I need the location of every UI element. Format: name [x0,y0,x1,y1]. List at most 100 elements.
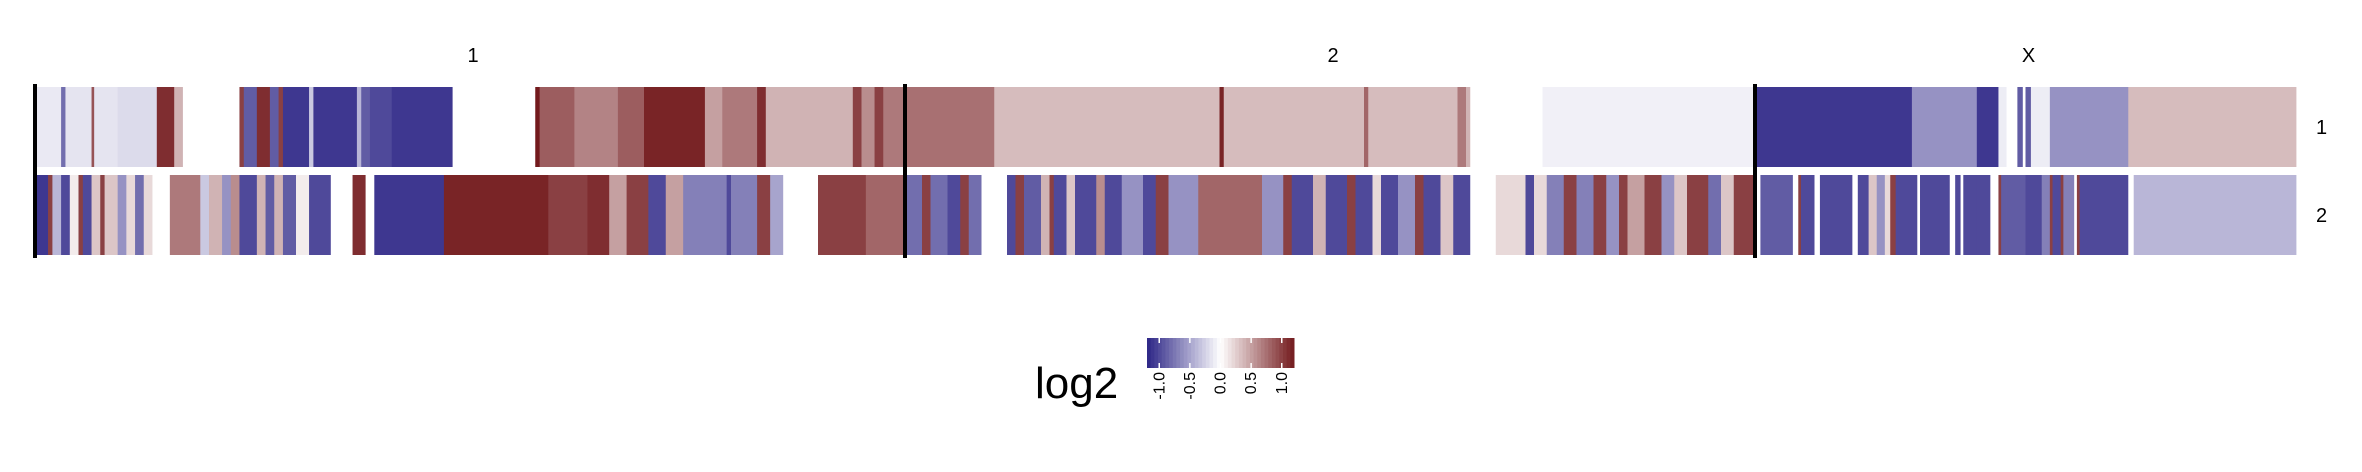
legend-swatch-22 [1227,338,1233,368]
segment-s2-chr2-10 [1041,175,1050,255]
legend-swatch-20 [1220,338,1225,368]
legend-title: log2 [1035,359,1118,408]
legend-swatch-0 [1147,338,1152,368]
segment-s2-chrX-6 [1819,175,1853,255]
legend-swatch-11 [1187,338,1192,368]
segment-s1-chr1-23 [539,87,575,167]
legend-swatch-31 [1260,338,1266,368]
segment-s2-chr2-23 [1283,175,1293,255]
segment-s2-chr1-26 [309,175,332,255]
segment-s2-chr2-32 [1415,175,1424,255]
legend-swatch-13 [1194,338,1199,368]
segment-s2-chrX-11 [1884,175,1891,255]
segment-s2-chr2-50 [1687,175,1709,255]
segment-s2-chr2-3 [947,175,961,255]
segment-s2-chr1-5 [78,175,84,255]
segment-s1-chr1-5 [117,87,158,167]
segment-s2-chrX-26 [2041,175,2051,255]
segment-s2-chr2-38 [1525,175,1535,255]
chromosome-dividers [33,84,1757,258]
segment-s2-chr2-6 [981,175,1008,255]
segment-s2-chr1-4 [69,175,79,255]
segment-s2-chr2-22 [1262,175,1284,255]
segment-s1-chrX-9 [2030,87,2035,167]
segment-s2-chr2-45 [1619,175,1628,255]
legend-swatch-6 [1169,338,1174,368]
legend-swatch-24 [1235,338,1240,368]
segment-s2-chr1-0 [35,175,49,255]
segment-s2-chr2-46 [1627,175,1645,255]
segment-s2-chr1-20 [239,175,258,255]
segment-s1-chr1-20 [391,87,453,167]
segment-s2-chrX-22 [1998,175,2002,255]
segment-s2-chr2-51 [1708,175,1722,255]
segment-s2-chr2-44 [1606,175,1620,255]
segment-s1-chr1-8 [182,87,240,167]
segment-s1-chr2-3 [1223,87,1365,167]
legend-swatch-33 [1268,338,1273,368]
segment-s1-chr1-19 [369,87,393,167]
segment-s2-chr1-7 [91,175,101,255]
segment-s1-chr1-28 [722,87,758,167]
segment-s1-chrX-11 [2049,87,2086,167]
segment-s2-chr2-47 [1644,175,1662,255]
chromosome-labels: 1 2 X [467,45,2035,67]
segment-s1-chr1-9 [239,87,245,167]
segment-s2-chr2-49 [1674,175,1688,255]
segment-s2-chr1-9 [104,175,119,255]
legend-swatch-19 [1216,338,1221,368]
segment-s2-chr2-2 [930,175,948,255]
legend-swatch-36 [1279,338,1284,368]
segment-s2-chr2-8 [1015,175,1025,255]
segment-s2-chr2-21 [1198,175,1263,255]
segment-s2-chrX-9 [1868,175,1878,255]
legend-swatch-5 [1165,338,1170,368]
legend-swatch-35 [1275,338,1280,368]
segment-s2-chrX-19 [1963,175,1978,255]
segment-s2-chr1-43 [783,175,819,255]
legend-swatch-15 [1202,338,1207,368]
segment-s2-chr2-25 [1313,175,1327,255]
segment-s2-chr2-42 [1576,175,1594,255]
segment-s2-chr1-12 [135,175,145,255]
legend-tick-label-0: -1.0 [1151,372,1168,400]
segment-s1-chr2-5 [1368,87,1458,167]
legend-swatch-17 [1209,338,1214,368]
segment-s2-chrX-17 [1955,175,1961,255]
segment-s2-chr1-33 [587,175,610,255]
segment-s2-chr1-34 [609,175,627,255]
segment-s1-chr2-6 [1457,87,1467,167]
chromosome-label-2: 2 [1327,45,1338,67]
segment-s2-chr1-36 [648,175,667,255]
segment-s1-chr1-27 [704,87,723,167]
legend-swatch-38 [1286,338,1291,368]
segment-s2-chrX-27 [2049,175,2053,255]
segment-s2-chr1-23 [274,175,284,255]
segment-s2-chrX-32 [2076,175,2080,255]
segment-s2-chr2-40 [1546,175,1565,255]
segment-s2-chr2-5 [968,175,982,255]
segment-s2-chrX-3 [1798,175,1802,255]
segment-s2-chr1-6 [82,175,92,255]
legend: log2 -1.0 -0.5 0.0 0.5 1.0 [1035,338,1295,408]
legend-swatch-27 [1246,338,1251,368]
legend-swatch-39 [1290,338,1295,368]
segment-s2-chr1-32 [548,175,588,255]
segment-s2-chr1-24 [282,175,297,255]
segment-s1-chr2-9 [1542,87,1756,167]
segment-s2-chrX-16 [1949,175,1956,255]
segment-s1-chr1-7 [174,87,184,167]
segment-s2-chr1-10 [117,175,127,255]
segment-s2-chr2-48 [1661,175,1675,255]
segment-s2-chr2-20 [1168,175,1199,255]
segment-s2-chr1-27 [330,175,353,255]
segment-s2-chr2-33 [1423,175,1441,255]
legend-swatch-7 [1172,338,1177,368]
legend-ticks: -1.0 -0.5 0.0 0.5 1.0 [1151,338,1291,400]
segment-s1-chr1-0 [35,87,62,167]
segment-s2-chrX-0 [1755,175,1761,255]
segment-s2-chr2-13 [1066,175,1076,255]
segment-s2-chr1-40 [731,175,758,255]
segment-s2-chr1-41 [757,175,771,255]
segment-s1-chrX-7 [2022,87,2026,167]
